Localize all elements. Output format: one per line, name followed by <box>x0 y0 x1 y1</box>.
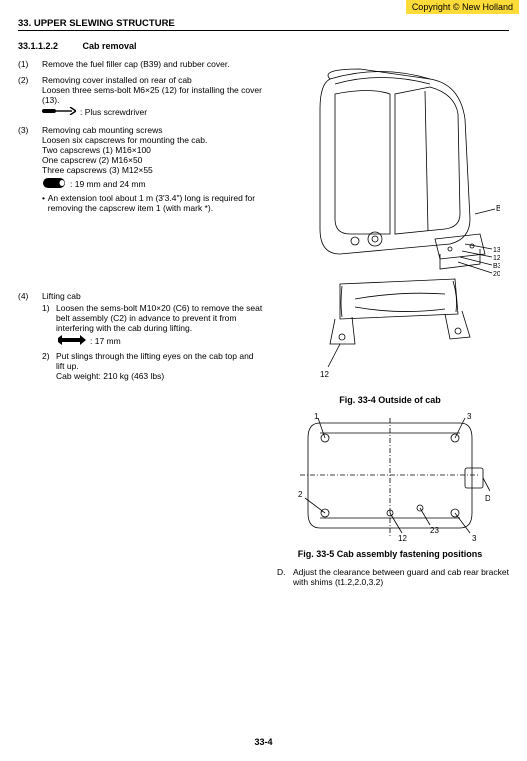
page-container: Copyright © New Holland 33. UPPER SLEWIN… <box>0 0 527 761</box>
label-20: 20 <box>493 271 500 278</box>
step-number: (1) <box>18 59 42 69</box>
left-column: (1) Remove the fuel filler cap (B39) and… <box>18 59 263 389</box>
page-number: 33-4 <box>0 737 527 747</box>
tool-line: : 17 mm <box>56 335 263 347</box>
fig2-note: D. Adjust the clearance between guard an… <box>277 567 509 587</box>
step-body: Removing cab mounting screws Loosen six … <box>42 125 263 215</box>
label-D: D <box>485 494 490 503</box>
content-row: (1) Remove the fuel filler cap (B39) and… <box>18 59 509 587</box>
step-line: Two capscrews (1) M16×100 <box>42 145 263 155</box>
fig2-caption: Fig. 33-5 Cab assembly fastening positio… <box>271 549 509 559</box>
label-12: 12 <box>493 255 500 262</box>
step-number: (3) <box>18 125 42 215</box>
substep-number: 1) <box>42 303 56 349</box>
label-3b: 3 <box>472 534 477 543</box>
label-12b: 12 <box>320 370 329 379</box>
cab-outside-diagram: B 13 12 B39 20 12 <box>280 59 500 389</box>
fig2-note-text: Adjust the clearance between guard and c… <box>293 567 509 587</box>
step-line: Three capscrews (3) M12×55 <box>42 165 263 175</box>
step-line: One capscrew (2) M16×50 <box>42 155 263 165</box>
tool-line: : 19 mm and 24 mm <box>42 177 263 191</box>
step-4: (4) Lifting cab 1) Loosen the sems-bolt … <box>18 291 263 383</box>
step-body: Removing cover installed on rear of cab … <box>42 75 263 119</box>
label-1: 1 <box>314 413 319 421</box>
step-line: Loosen three sems-bolt M6×25 (12) for in… <box>42 85 263 105</box>
label-12: 12 <box>398 534 407 543</box>
substep-number: 2) <box>42 351 56 381</box>
label-B: B <box>496 204 500 213</box>
cab-fastening-diagram: 1 3 2 12 23 3 D <box>290 413 490 543</box>
step-title: Removing cab mounting screws <box>42 125 263 135</box>
spacer <box>18 221 263 291</box>
substep-2: 2) Put slings through the lifting eyes o… <box>42 351 263 381</box>
step-body: Lifting cab 1) Loosen the sems-bolt M10×… <box>42 291 263 383</box>
subsection-header: 33.1.1.2.2 Cab removal <box>18 41 509 51</box>
tool-text: : Plus screwdriver <box>80 107 147 117</box>
step-number: (2) <box>18 75 42 119</box>
substep-text: Loosen the sems-bolt M10×20 (C6) to remo… <box>56 303 263 333</box>
tool-text: : 17 mm <box>90 336 121 346</box>
substep-text: Put slings through the lifting eyes on t… <box>56 351 263 371</box>
bullet-line: • An extension tool about 1 m (3'3.4") l… <box>42 193 263 213</box>
substep-body: Loosen the sems-bolt M10×20 (C6) to remo… <box>56 303 263 349</box>
subsection-title: Cab removal <box>83 41 137 51</box>
label-2: 2 <box>298 490 303 499</box>
right-column: B 13 12 B39 20 12 Fig. 33-4 Outside of c… <box>271 59 509 587</box>
fig1-caption: Fig. 33-4 Outside of cab <box>271 395 509 405</box>
step-title: Lifting cab <box>42 291 263 301</box>
socket-icon <box>42 177 66 191</box>
step-2: (2) Removing cover installed on rear of … <box>18 75 263 119</box>
bullet-text: An extension tool about 1 m (3'3.4") lon… <box>48 193 263 213</box>
section-title: 33. UPPER SLEWING STRUCTURE <box>18 18 509 31</box>
label-B39: B39 <box>493 263 500 270</box>
step-number: (4) <box>18 291 42 383</box>
tool-line: : Plus screwdriver <box>42 107 263 117</box>
step-1: (1) Remove the fuel filler cap (B39) and… <box>18 59 263 69</box>
wrench-icon <box>56 335 86 347</box>
substep-text: Cab weight: 210 kg (463 lbs) <box>56 371 263 381</box>
step-3: (3) Removing cab mounting screws Loosen … <box>18 125 263 215</box>
substep-1: 1) Loosen the sems-bolt M10×20 (C6) to r… <box>42 303 263 349</box>
step-title: Removing cover installed on rear of cab <box>42 75 263 85</box>
label-23: 23 <box>430 526 439 535</box>
step-line: Loosen six capscrews for mounting the ca… <box>42 135 263 145</box>
label-3: 3 <box>467 413 472 421</box>
substep-body: Put slings through the lifting eyes on t… <box>56 351 263 381</box>
fig2-note-label: D. <box>277 567 293 587</box>
screwdriver-icon <box>42 107 76 117</box>
tool-text: : 19 mm and 24 mm <box>70 179 146 189</box>
step-body: Remove the fuel filler cap (B39) and rub… <box>42 59 263 69</box>
subsection-number: 33.1.1.2.2 <box>18 41 80 51</box>
label-13: 13 <box>493 247 500 254</box>
copyright-banner: Copyright © New Holland <box>406 0 519 14</box>
